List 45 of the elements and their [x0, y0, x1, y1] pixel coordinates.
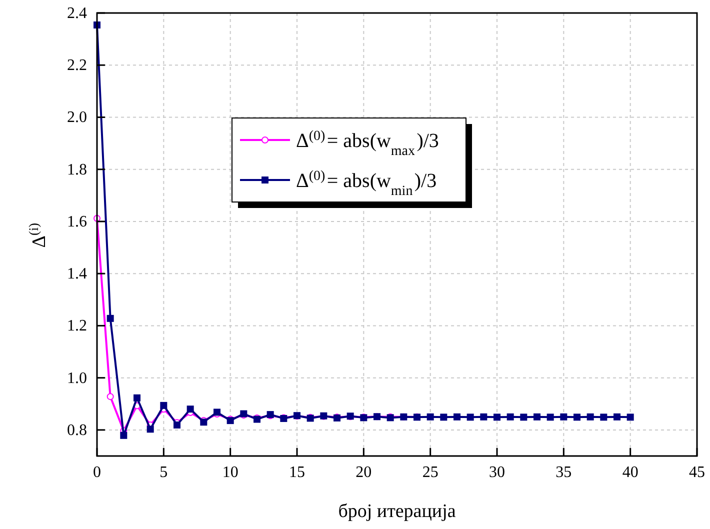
point — [146, 426, 154, 433]
y-tick-label: 2.4 — [67, 5, 87, 22]
y-tick-label: 1.8 — [67, 161, 87, 178]
point — [586, 413, 594, 420]
y-tick-label: 2.0 — [67, 109, 87, 126]
x-tick-label: 40 — [622, 464, 638, 481]
x-tick-label: 35 — [556, 464, 572, 481]
x-tick-label: 30 — [489, 464, 505, 481]
x-tick-label: 5 — [160, 464, 168, 481]
point — [160, 402, 168, 409]
x-tick-label: 10 — [222, 464, 238, 481]
x-tick-label: 25 — [422, 464, 438, 481]
y-tick-label: 1.0 — [67, 370, 87, 387]
point — [520, 414, 528, 421]
point — [506, 413, 514, 420]
point — [134, 394, 140, 402]
x-tick-label: 15 — [289, 464, 305, 481]
y-tick-label: 2.2 — [67, 57, 87, 74]
legend-label: Δ$^{(0)}$= abs(w$_{min}$)/3 — [296, 168, 437, 198]
point — [186, 406, 194, 413]
x-tick-label: 0 — [93, 464, 101, 481]
y-tick-label: 1.6 — [67, 213, 87, 230]
y-tick-label: 0.8 — [67, 422, 87, 439]
x-tick-label: 45 — [689, 464, 705, 481]
point — [614, 413, 620, 420]
point — [426, 413, 434, 420]
point — [574, 414, 580, 421]
x-tick-label: 20 — [356, 464, 372, 481]
legend-label: Δ$^{(0)}$= abs(w$_{max}$)/3 — [296, 128, 439, 158]
point — [106, 314, 114, 322]
point — [480, 413, 488, 420]
point — [600, 414, 608, 421]
point — [466, 414, 474, 421]
point — [626, 414, 634, 421]
point — [106, 393, 114, 400]
point — [454, 413, 460, 420]
point — [534, 413, 540, 420]
y-tick-label: 1.4 — [67, 266, 87, 283]
y-tick-label: 1.2 — [67, 318, 87, 335]
point — [120, 432, 128, 439]
point — [560, 413, 568, 420]
point — [546, 414, 554, 421]
point — [440, 414, 448, 421]
x-axis-title: број итерација — [338, 501, 456, 522]
point — [494, 414, 500, 421]
